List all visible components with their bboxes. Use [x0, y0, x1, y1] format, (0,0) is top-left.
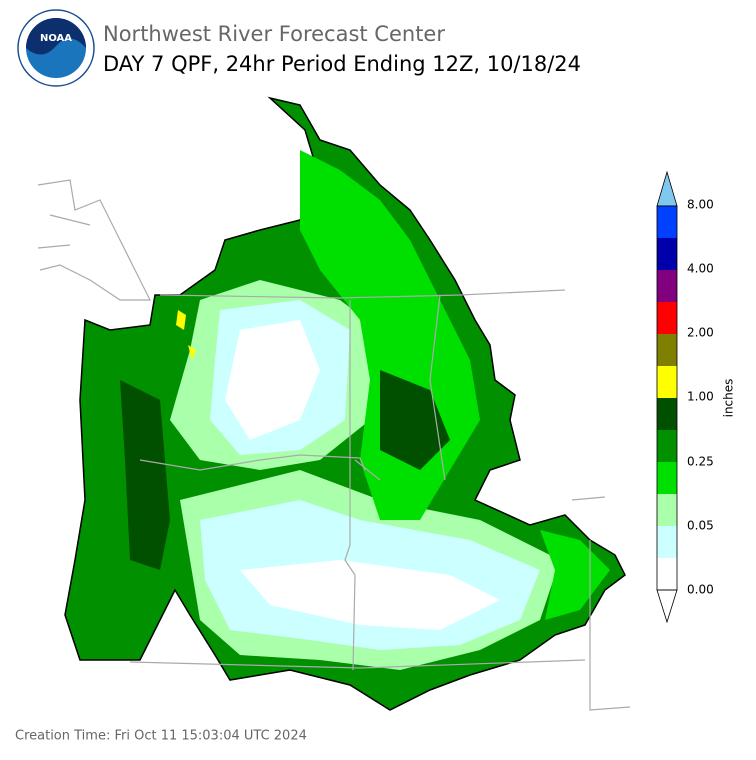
colorbar-label: 0.00 [687, 583, 714, 597]
noaa-logo: NOAA [17, 9, 95, 87]
map [37, 96, 631, 711]
colorbar-unit: inches [722, 379, 736, 418]
logo-text: NOAA [40, 33, 72, 44]
colorbar-label: 2.00 [687, 326, 714, 340]
colorbar-label: 0.05 [687, 519, 714, 533]
colorbar-label: 4.00 [687, 262, 714, 276]
creation-time: Creation Time: Fri Oct 11 15:03:04 UTC 2… [15, 729, 307, 744]
colorbar-label: 0.25 [687, 455, 714, 469]
colorbar: 0.00 0.05 0.25 1.00 2.00 4.00 8.00 inche… [656, 170, 736, 624]
colorbar-label: 8.00 [687, 198, 714, 212]
title: Northwest River Forecast Center [103, 22, 445, 46]
subtitle: DAY 7 QPF, 24hr Period Ending 12Z, 10/18… [103, 52, 581, 76]
colorbar-label: 1.00 [687, 390, 714, 404]
